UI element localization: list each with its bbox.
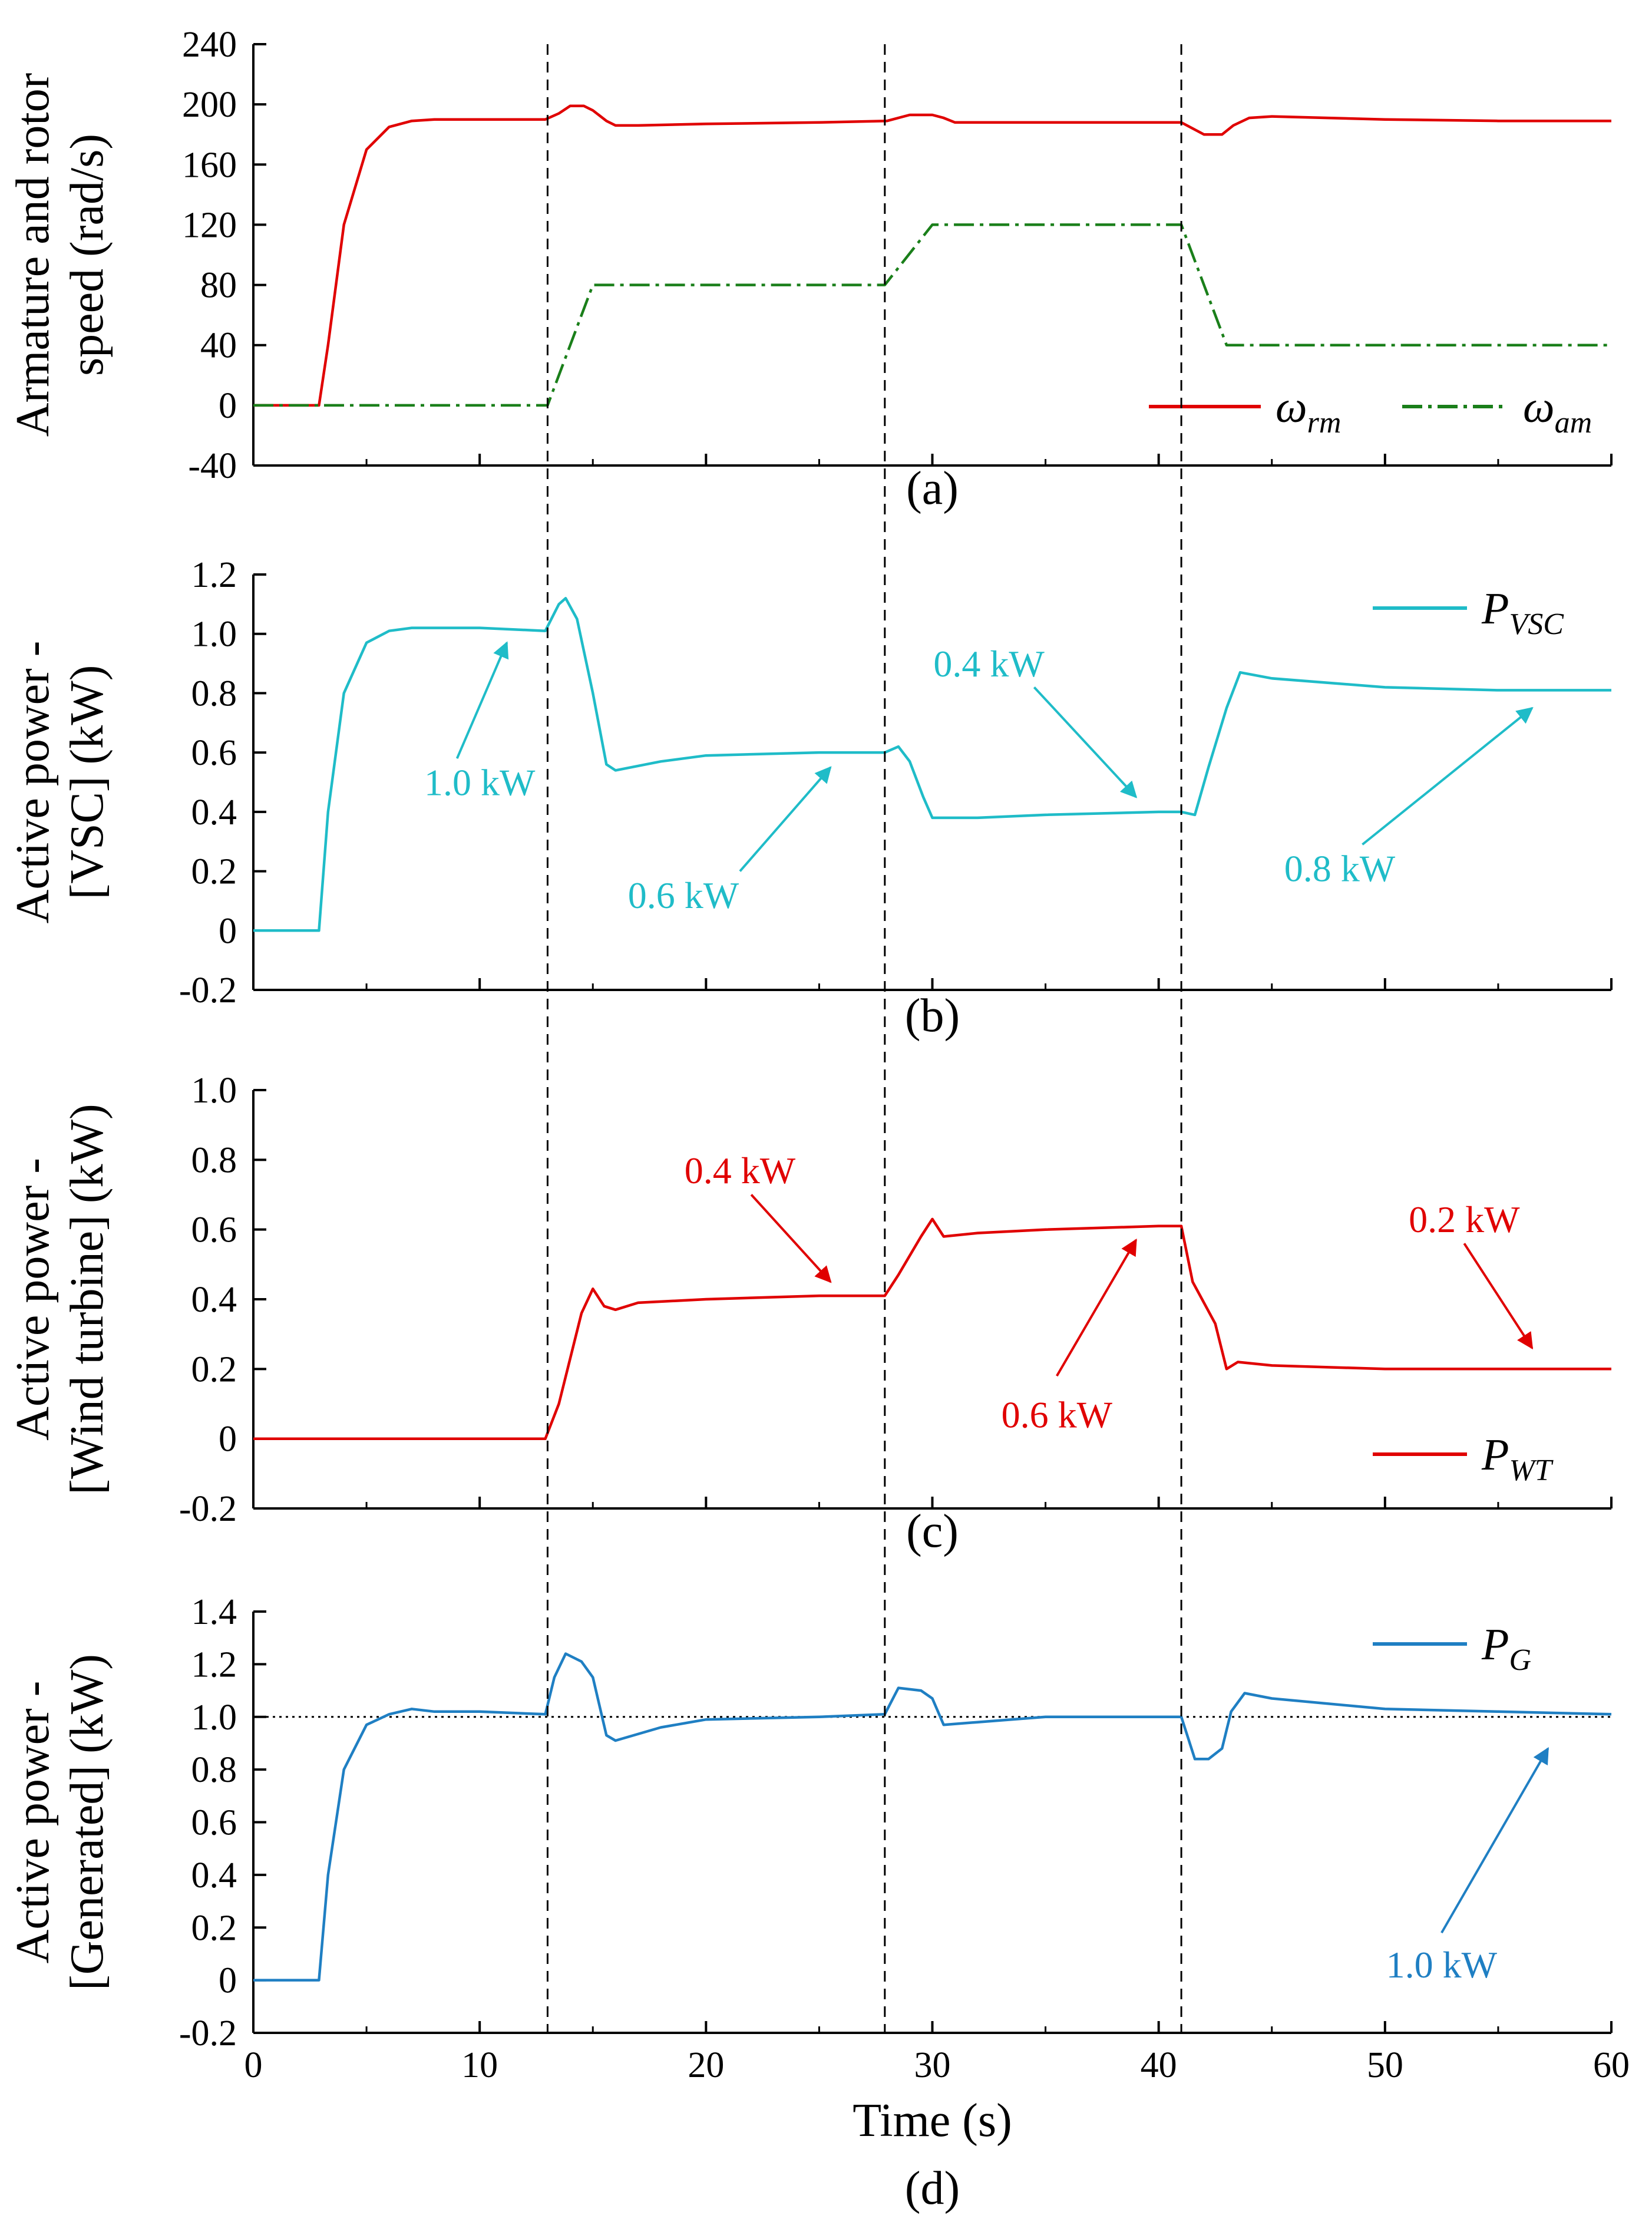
panel-letter: (a) [906,463,959,514]
annotation-arrow [1440,1746,1549,1934]
y-tick-label: 0 [219,386,237,426]
y-tick-label: 0.6 [191,1803,237,1843]
panel-letter: (d) [905,2162,960,2214]
series-line-pwt [253,1217,1611,1440]
annotation-arrow [455,641,509,760]
annotation-label: 0.6 kW [628,874,739,916]
annotation-label: 0.8 kW [1284,848,1396,890]
annotation-label: 0.2 kW [1409,1199,1520,1240]
y-tick-label: 80 [200,266,237,306]
series-line-pg [253,1652,1612,1982]
y-tick-label: -40 [188,446,237,486]
annotation-arrow [1056,1238,1137,1377]
annotation-arrow [750,1194,832,1283]
y-tick-label: 40 [200,326,237,366]
legend-label: ωam [1523,382,1592,440]
x-tick-label: 40 [1141,2045,1177,2085]
legend-label: PWT [1481,1430,1554,1487]
x-tick-label: 0 [245,2045,263,2085]
y-tick-label: 1.2 [191,555,237,595]
time-axis: 0 10 20 30 40 50 60 Time (s) [245,2045,1630,2147]
y-tick-label: 240 [182,25,237,65]
y-tick-label: 0.2 [191,1349,237,1389]
y-tick-label: 1.0 [191,1071,237,1111]
y-tick-label: 0 [219,911,237,951]
y-axis-label: speed (rad/s) [61,134,113,376]
annotation-label: 1.0 kW [424,762,536,804]
y-tick-label: 0.4 [191,1855,237,1896]
x-tick-label: 10 [461,2045,498,2085]
annotation-arrow [1463,1243,1534,1350]
legend-label: ωrm [1276,382,1341,440]
legend-label: PG [1481,1620,1531,1677]
y-tick-label: 120 [182,205,237,245]
annotation-label: 0.4 kW [685,1150,796,1191]
x-axis-label: Time (s) [853,2095,1012,2147]
y-tick-label: 0.8 [191,1750,237,1790]
y-axis-label: [Generated] (kW) [61,1654,113,1990]
series-line-rm [253,104,1611,407]
y-axis-label: Active power - [7,641,59,924]
panel-letter: (b) [905,990,960,1042]
chart-panel-a: -40 0 40 80 120 160 200 240 Armature and rotor sp… [7,25,1613,514]
y-tick-label: 0 [219,1961,237,2001]
annotation-label: 0.4 kW [933,643,1045,685]
legend-label: PVSC [1481,584,1564,641]
y-tick-label: 1.0 [191,615,237,655]
legend-subscript: WT [1509,1454,1553,1487]
annotation-label: 1.0 kW [1386,1944,1498,1986]
y-tick-label: 0.6 [191,1210,237,1250]
y-tick-label: 1.2 [191,1645,237,1685]
x-tick-label: 20 [688,2045,724,2085]
y-axis-label: Active power - [7,1158,59,1441]
series-line-pvsc [253,597,1611,932]
y-axis-label: Armature and rotor [7,73,59,437]
legend-subscript: VSC [1509,607,1564,641]
y-tick-label: -0.2 [179,1489,237,1529]
y-tick-label: 1.4 [191,1592,237,1632]
y-tick-label: 0.4 [191,1280,237,1320]
y-tick-label: 0 [219,1419,237,1460]
y-axis-label: Active power - [7,1681,59,1964]
y-tick-label: -0.2 [179,2013,237,2053]
y-tick-label: 0.2 [191,1908,237,1948]
chart-panel-b: -0.2 0 0.2 0.4 0.6 0.8 1.0 1.2 Active power - [VS… [7,555,1613,1042]
y-tick-label: 200 [182,85,237,125]
series-line-am [253,223,1611,407]
y-axis-label: [Wind turbine] (kW) [61,1104,113,1494]
x-tick-label: 30 [914,2045,951,2085]
x-tick-label: 60 [1593,2045,1630,2085]
y-tick-label: 1.0 [191,1698,237,1738]
panel-letter: (c) [906,1505,959,1557]
legend-subscript: rm [1307,406,1342,440]
y-tick-label: 0.6 [191,733,237,773]
legend-subscript: G [1509,1643,1531,1677]
y-axis-label: [VSC] (kW) [61,665,113,900]
y-tick-label: 0.2 [191,852,237,892]
y-tick-label: -0.2 [179,970,237,1011]
legend-subscript: am [1555,406,1592,440]
annotation-arrow [1033,686,1138,798]
y-tick-label: 0.4 [191,793,237,833]
annotation-arrow [1362,706,1534,846]
annotation-arrow [739,766,832,872]
y-tick-label: 160 [182,145,237,185]
y-tick-label: 0.8 [191,1140,237,1180]
event-lines [546,44,1182,2033]
y-tick-label: 0.8 [191,673,237,714]
x-tick-label: 50 [1367,2045,1403,2085]
chart-panel-c: -0.2 0 0.2 0.4 0.6 0.8 1.0 Active power - [Wind … [7,1071,1613,1557]
annotation-label: 0.6 kW [1002,1394,1113,1435]
